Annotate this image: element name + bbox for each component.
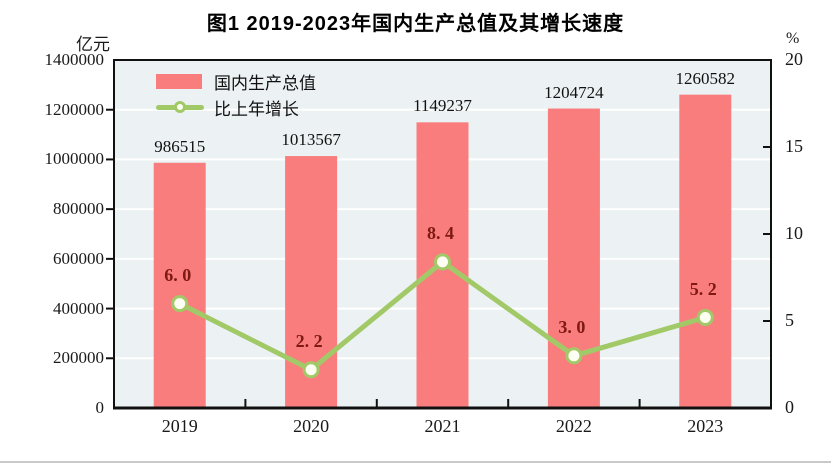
legend-item-gdp: 国内生产总值 [156, 68, 316, 94]
growth-marker-2019 [171, 295, 189, 313]
growth-marker-2021 [434, 253, 451, 271]
legend-line-marker-icon [174, 101, 186, 113]
legend: 国内生产总值 比上年增长 [156, 68, 316, 120]
right-axis-unit: % [786, 30, 800, 47]
legend-growth-label: 比上年增长 [214, 99, 299, 119]
left-axis-unit: 亿元 [76, 35, 110, 54]
chart-title: 图1 2019-2023年国内生产总值及其增长速度 [206, 13, 625, 35]
legend-item-growth: 比上年增长 [156, 94, 316, 120]
bar-2023 [679, 94, 732, 408]
growth-marker-2023 [696, 309, 714, 327]
legend-line-swatch-icon [156, 101, 204, 113]
legend-bar-swatch-icon [156, 73, 202, 89]
legend-gdp-label: 国内生产总值 [214, 73, 316, 93]
bar-2019 [153, 162, 206, 408]
growth-marker-2022 [565, 347, 583, 365]
growth-marker-2020 [302, 361, 320, 379]
page-divider-line [0, 461, 831, 463]
